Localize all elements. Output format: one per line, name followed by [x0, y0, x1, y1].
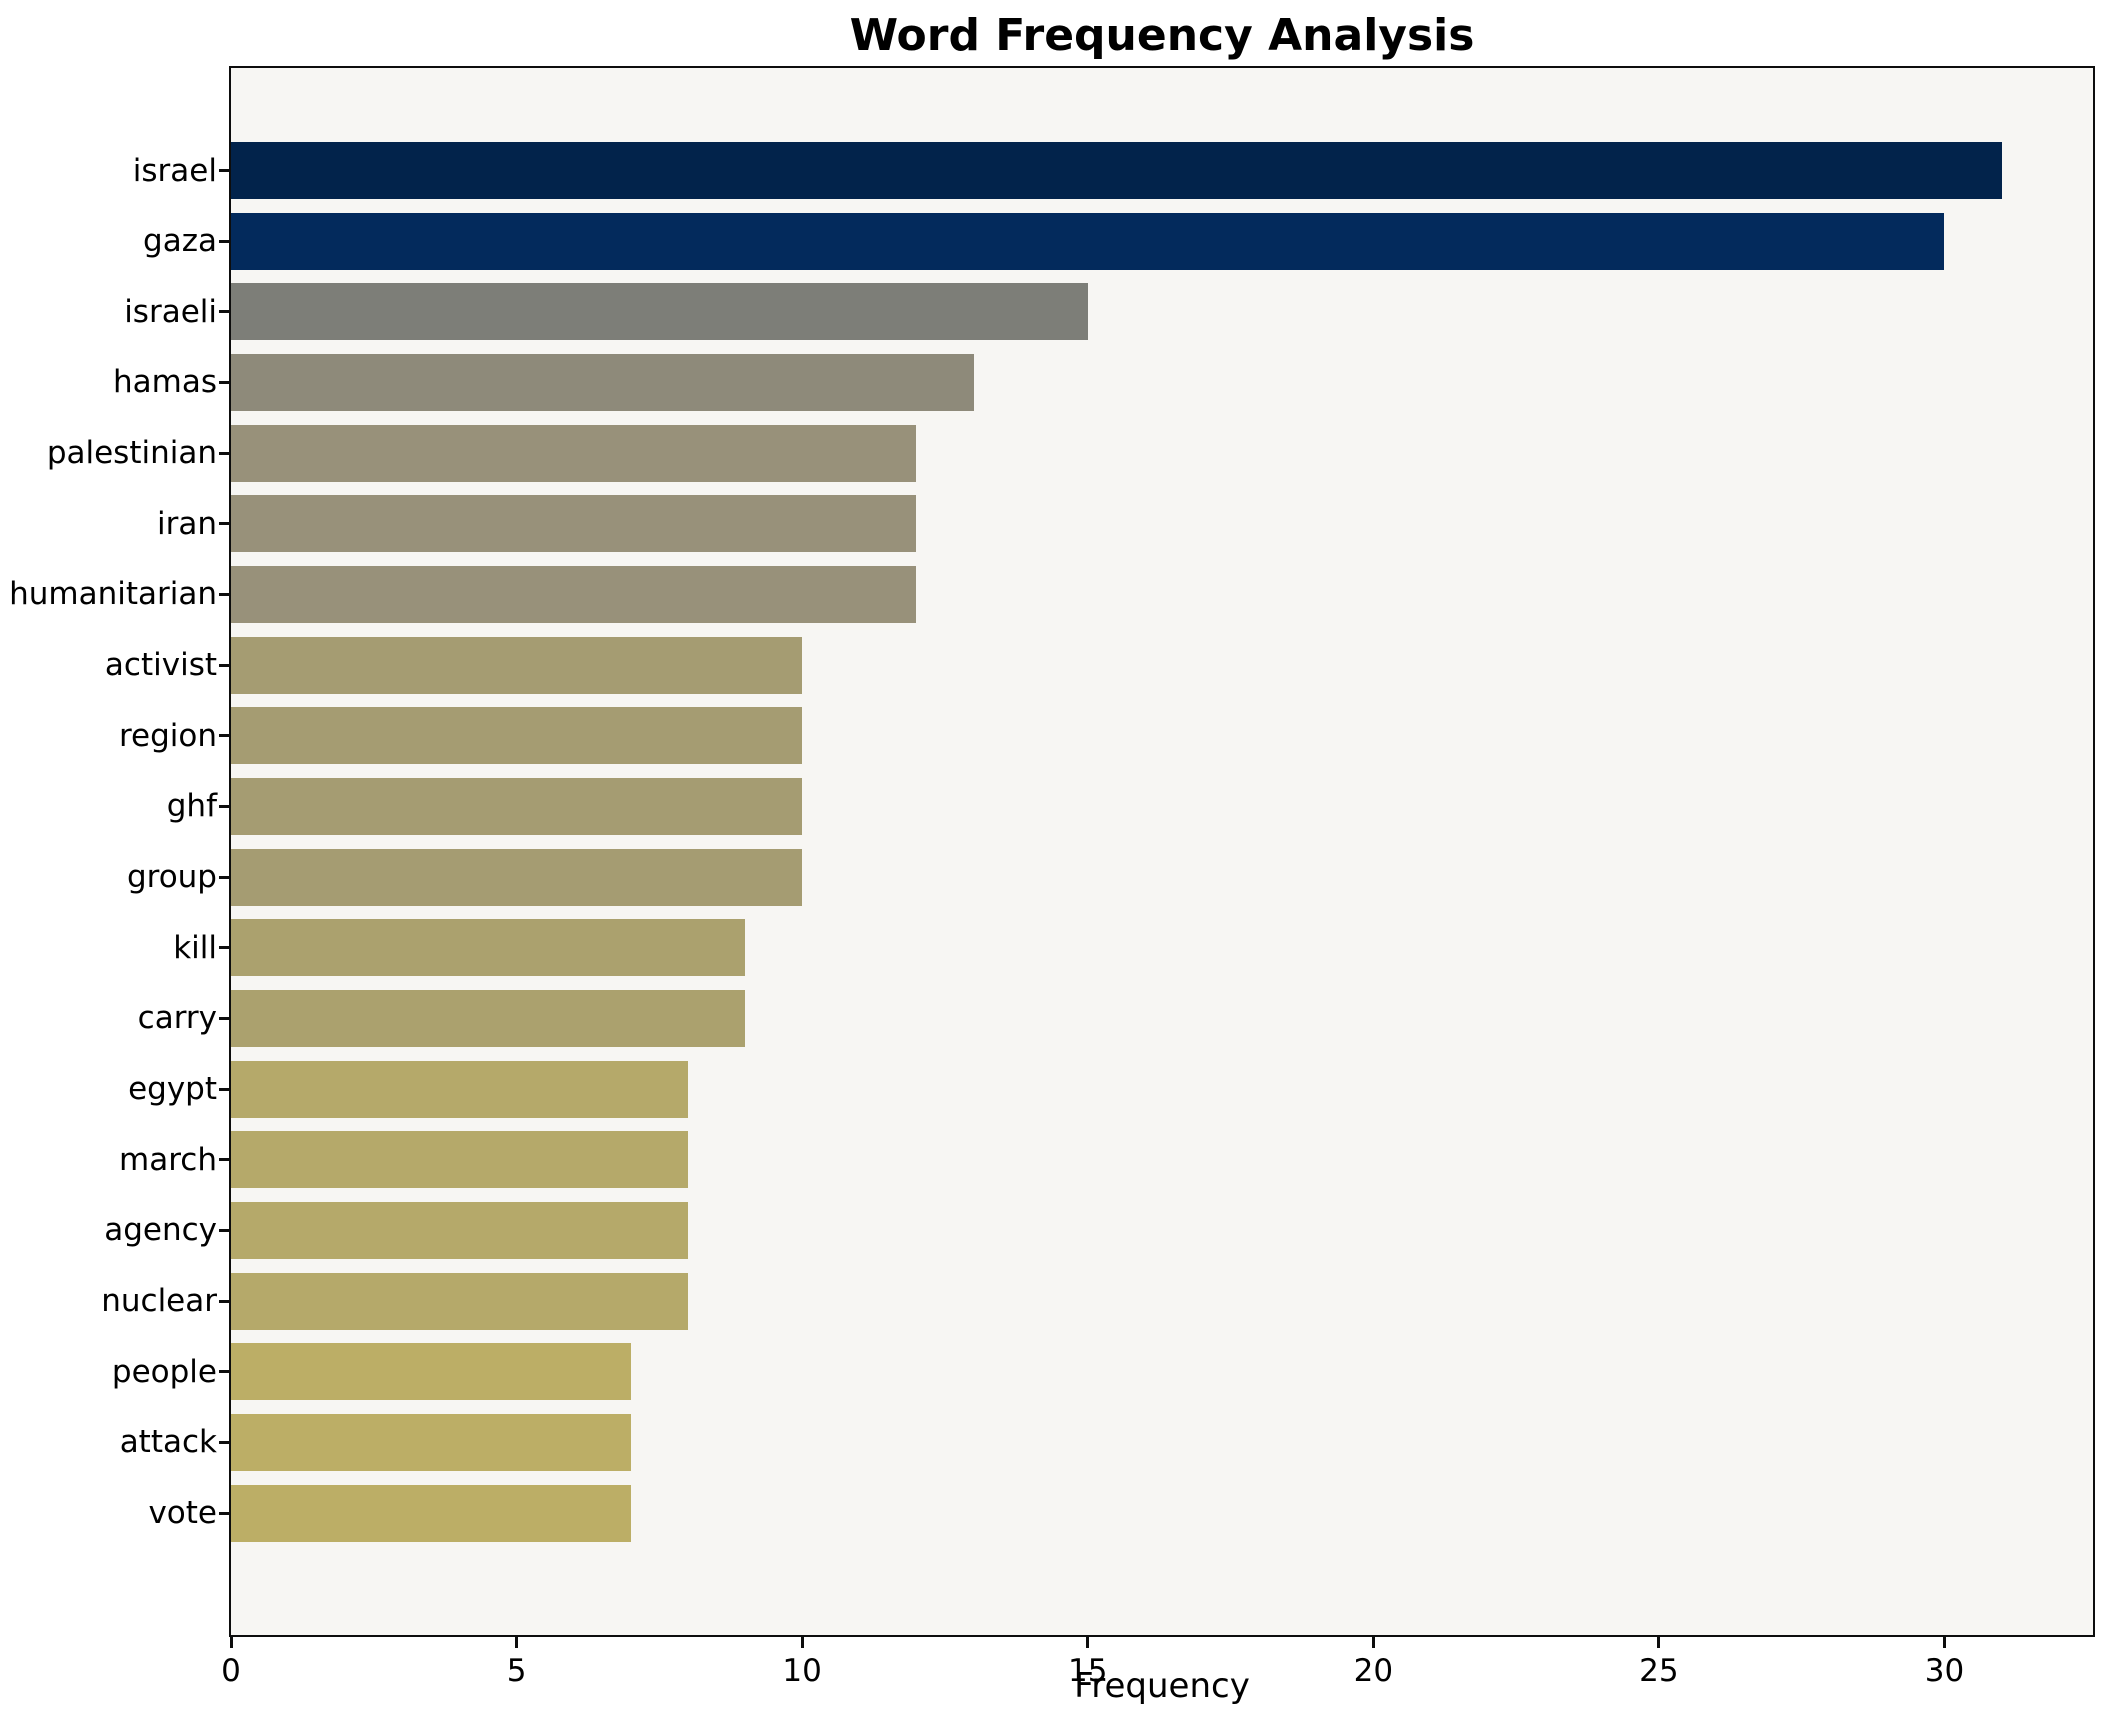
bar-nuclear [231, 1272, 688, 1330]
y-tick-mark [219, 1299, 229, 1303]
y-tick-mark [219, 451, 229, 455]
y-tick-mark [219, 1370, 229, 1374]
bar-kill [231, 919, 746, 977]
bar-carry [231, 989, 746, 1047]
x-tick-label: 10 [782, 1653, 822, 1689]
x-tick-mark [1942, 1637, 1946, 1648]
chart-title: Word Frequency Analysis [849, 10, 1475, 61]
y-tick-mark [219, 1158, 229, 1162]
bar-people [231, 1343, 631, 1401]
bar-vote [231, 1484, 631, 1542]
x-tick-label: 0 [221, 1653, 241, 1689]
y-tick-label: gaza [143, 223, 217, 260]
bar-israeli [231, 283, 1088, 341]
y-tick-label: israel [132, 152, 217, 189]
y-tick-mark [219, 1228, 229, 1232]
y-tick-mark [219, 592, 229, 596]
bar-egypt [231, 1060, 688, 1118]
y-tick-label: ghf [166, 788, 217, 825]
y-tick-mark [219, 169, 229, 172]
y-tick-label: palestinian [46, 435, 217, 472]
bar-group [231, 848, 803, 906]
y-tick-label: carry [137, 1000, 217, 1037]
y-tick-label: people [111, 1353, 217, 1390]
bar-palestinian [231, 424, 917, 482]
y-tick-mark [219, 1440, 229, 1444]
y-tick-label: iran [156, 505, 217, 542]
bar-israel [231, 142, 2002, 199]
y-tick-mark [219, 1016, 229, 1020]
bar-attack [231, 1413, 631, 1471]
y-tick-mark [219, 522, 229, 526]
y-tick-label: attack [119, 1424, 217, 1461]
y-tick-label: israeli [124, 293, 217, 330]
y-tick-mark [219, 804, 229, 808]
x-tick-mark [1657, 1637, 1661, 1648]
y-tick-mark [219, 875, 229, 879]
bar-gaza [231, 212, 1945, 270]
plot-area [229, 66, 2095, 1637]
x-tick-label: 30 [1924, 1653, 1965, 1689]
y-tick-label: march [119, 1141, 217, 1178]
y-tick-mark [219, 1511, 229, 1515]
y-tick-mark [219, 1087, 229, 1091]
y-tick-label: agency [104, 1212, 217, 1249]
x-tick-mark [1086, 1637, 1090, 1648]
y-tick-mark [219, 380, 229, 384]
bar-humanitarian [231, 565, 917, 623]
y-tick-label: hamas [113, 364, 217, 401]
x-tick-label: 5 [506, 1653, 527, 1689]
bar-activist [231, 636, 803, 694]
y-tick-label: region [118, 717, 217, 754]
x-axis-label: Frequency [1074, 1666, 1250, 1706]
y-tick-label: nuclear [101, 1283, 217, 1320]
y-tick-mark [219, 734, 229, 738]
y-tick-label: humanitarian [9, 576, 217, 613]
bar-iran [231, 495, 917, 553]
y-tick-label: egypt [128, 1071, 217, 1108]
y-tick-label: kill [173, 929, 217, 966]
x-tick-mark [229, 1637, 233, 1648]
x-tick-label: 20 [1353, 1653, 1394, 1689]
x-tick-mark [800, 1637, 804, 1648]
bar-ghf [231, 777, 803, 835]
bar-hamas [231, 353, 974, 411]
y-tick-mark [219, 663, 229, 667]
y-tick-mark [219, 946, 229, 950]
y-tick-label: group [126, 859, 217, 896]
y-tick-label: activist [104, 647, 217, 684]
y-tick-mark [219, 239, 229, 243]
y-tick-label: vote [148, 1495, 217, 1532]
y-tick-mark [219, 310, 229, 314]
bar-region [231, 707, 803, 765]
x-tick-mark [1371, 1637, 1375, 1648]
x-tick-label: 15 [1068, 1653, 1108, 1689]
x-tick-label: 25 [1639, 1653, 1679, 1689]
bar-march [231, 1131, 688, 1189]
bar-agency [231, 1201, 688, 1259]
x-tick-mark [515, 1637, 519, 1648]
